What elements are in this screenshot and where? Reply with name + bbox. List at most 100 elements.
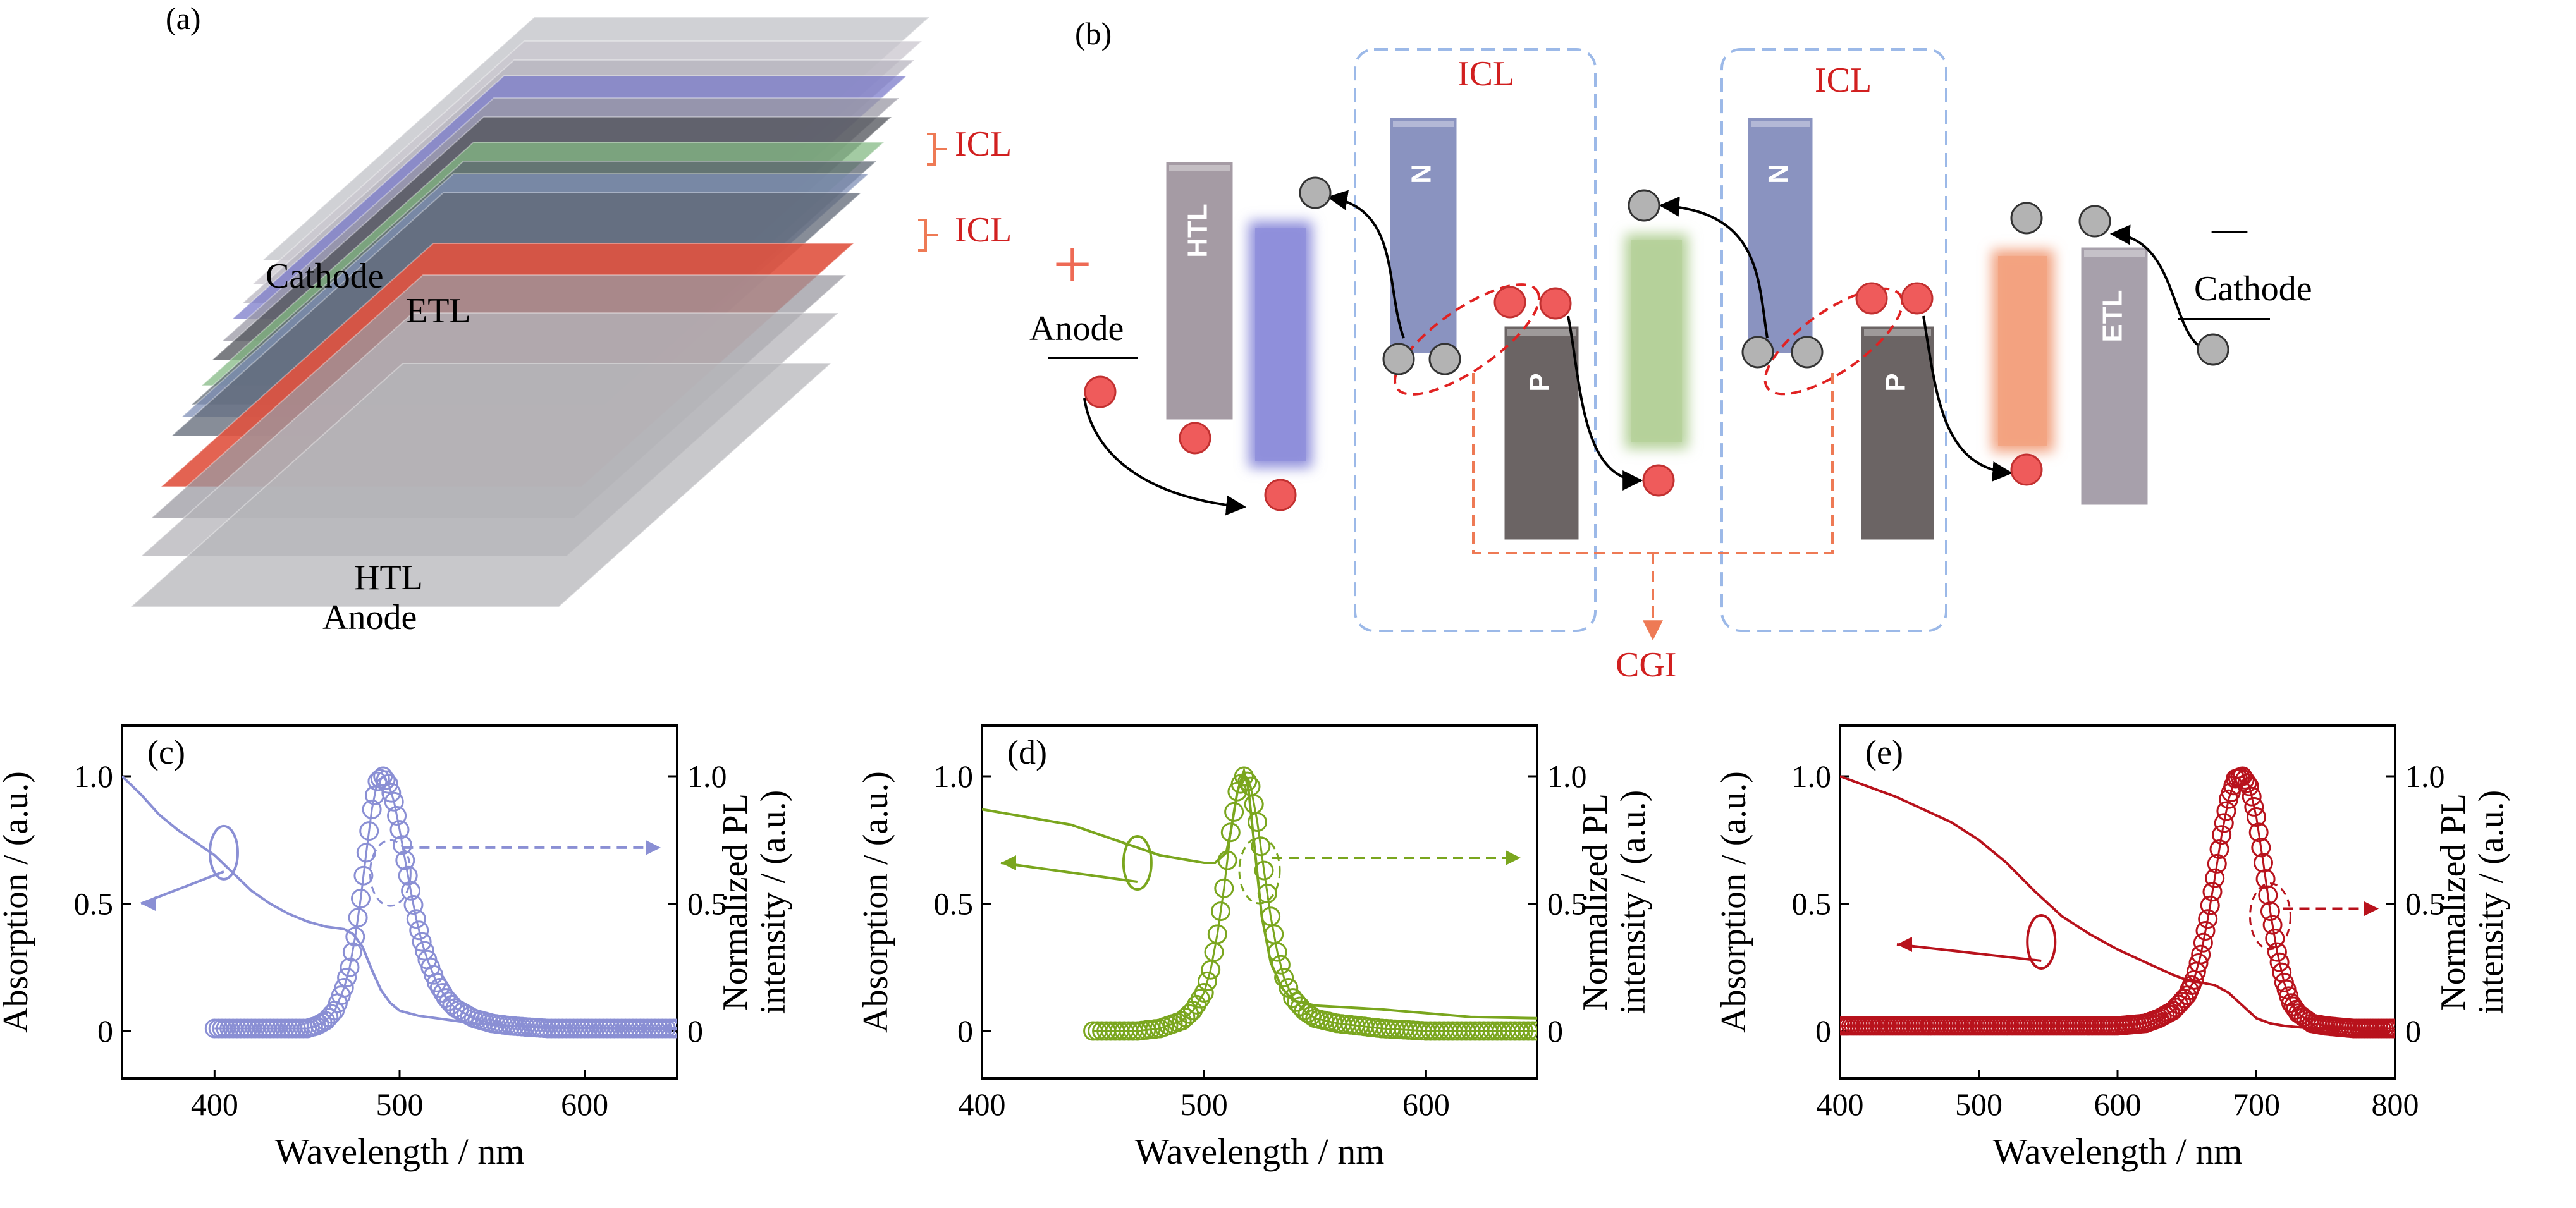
icl-label-bottom: ICL <box>955 210 1012 250</box>
pl-point <box>2242 786 2262 807</box>
pl-point <box>1214 878 1234 898</box>
absorption-axis-arrow <box>1000 862 1138 884</box>
y-tick-label-right: 0 <box>1547 1013 1563 1049</box>
panel-label: (e) <box>1865 733 1903 771</box>
pl-point <box>429 978 450 998</box>
y-axis-label-left: Absorption / (a.u.) <box>1714 771 1753 1033</box>
p-block-right-label: P <box>1880 373 1911 391</box>
hole-carrier <box>1539 287 1572 320</box>
pl-point <box>340 957 360 977</box>
etl-block: ETL <box>2079 245 2150 507</box>
panel-a-layer-stack: (a) Cathode ETL HTL Anode ICL ICL <box>129 1 1012 637</box>
electron-arrow-1 <box>1327 190 1405 339</box>
electron-carrier <box>1428 343 1461 375</box>
pl-point <box>2244 796 2264 817</box>
y-tick-label-right: 1.0 <box>2405 759 2445 794</box>
pl-point <box>2262 915 2283 935</box>
pl-point <box>348 908 368 928</box>
y-tick-label-left: 0 <box>97 1013 113 1049</box>
pl-point <box>1224 802 1244 822</box>
cgi-region-left <box>1394 283 1540 396</box>
icl-bracket-bottom <box>918 219 938 252</box>
pl-point <box>1523 1021 1537 1041</box>
p-block-right: P <box>1859 324 1936 542</box>
icl-bracket-top <box>927 133 947 166</box>
pl-point <box>2240 776 2259 796</box>
pl-point <box>1220 822 1241 843</box>
hole-injection-arrow <box>1083 398 1247 516</box>
absorption-line <box>1840 775 2395 1032</box>
p-block-left: P <box>1502 324 1581 542</box>
electron-carrier <box>1299 176 1332 209</box>
pl-point <box>2209 839 2229 859</box>
pl-point <box>1527 1021 1537 1041</box>
n-block-left: N <box>1388 116 1459 355</box>
y-tick-label-right: 0 <box>687 1013 703 1049</box>
panel-label: (c) <box>147 733 185 771</box>
anode-label: Anode <box>322 598 417 637</box>
pl-point <box>2216 801 2236 821</box>
icl-box-right <box>1720 48 1947 632</box>
pl-point <box>2385 1018 2395 1039</box>
absorption-line <box>982 766 1537 1020</box>
pl-point <box>342 942 362 962</box>
hole-carrier <box>1901 282 1934 315</box>
x-tick-label: 400 <box>959 1087 1006 1122</box>
pl-point <box>403 895 424 915</box>
n-block-left-label: N <box>1406 164 1437 184</box>
panel-b-energy-diagram: (b) ICL ICL + Anode — Cathode HTL N P N P ETL… <box>1029 16 2312 685</box>
pl-indicator <box>2248 882 2291 951</box>
blue-eml-block <box>1249 221 1312 468</box>
carriers <box>1084 176 2229 511</box>
htl-block-label: HTL <box>1182 204 1213 258</box>
hole-arrow-2 <box>1922 315 2013 482</box>
electron-carrier <box>1628 189 1660 222</box>
htl-block: HTL <box>1164 160 1235 422</box>
electron-arrow-3 <box>2109 224 2211 352</box>
pl-point <box>2255 869 2276 889</box>
pl-point <box>1207 924 1227 944</box>
hole-arrow-1 <box>1567 315 1643 491</box>
pl-point <box>2265 929 2285 949</box>
pl-point <box>334 978 354 998</box>
pl-point <box>2269 952 2290 972</box>
x-tick-label: 800 <box>2372 1087 2419 1122</box>
panel-b-label: (b) <box>1075 16 1112 51</box>
pl-line <box>1840 775 2395 1030</box>
icl-label-top: ICL <box>955 125 1012 164</box>
pl-point <box>1267 942 1287 962</box>
pl-point <box>392 835 412 855</box>
pl-line <box>214 774 677 1030</box>
pl-point <box>1211 901 1230 922</box>
stack-layer <box>129 363 833 607</box>
pl-point <box>1279 978 1299 998</box>
y-axis-label-left: Absorption / (a.u.) <box>856 771 895 1033</box>
pl-point <box>2254 853 2273 873</box>
pl-point <box>2195 921 2216 941</box>
pl-point <box>1257 883 1277 903</box>
chart-e: (e) 400 500 600 700 800 0 0.5 1.0 0 0.5 1.0 Waveleng… <box>1714 724 2511 1172</box>
x-tick-label: 400 <box>191 1087 238 1122</box>
pl-point <box>2207 853 2227 874</box>
panel-label: (d) <box>1007 733 1047 771</box>
y-tick-label-left: 1.0 <box>1792 759 1832 794</box>
pl-point <box>2205 868 2225 888</box>
panel-a-label: (a) <box>166 1 201 36</box>
pl-point <box>2251 838 2271 858</box>
y-tick-label-right: 0.5 <box>2405 886 2445 922</box>
cathode-label-b: Cathode <box>2194 269 2312 308</box>
pl-point <box>345 927 365 947</box>
pl-point <box>406 909 426 929</box>
hole-carrier <box>1179 422 1211 455</box>
pl-point <box>1194 983 1214 1003</box>
x-tick-label: 600 <box>561 1087 608 1122</box>
pl-point <box>376 770 396 790</box>
y-tick-label-left: 0.5 <box>934 886 974 922</box>
pl-point <box>1237 771 1258 791</box>
n-block-right: N <box>1746 116 1815 355</box>
electron-carrier <box>2197 333 2229 366</box>
pl-indicator <box>1238 836 1281 905</box>
pl-point <box>2202 882 2223 902</box>
cathode-label: Cathode <box>266 257 384 296</box>
